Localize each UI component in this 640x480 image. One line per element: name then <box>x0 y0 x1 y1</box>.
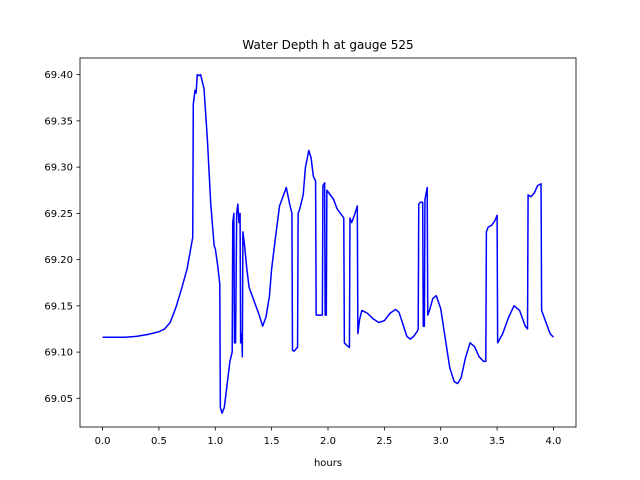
y-tick-label: 69.35 <box>44 116 73 127</box>
y-tick-label: 69.05 <box>44 394 73 405</box>
x-tick-label: 2.5 <box>376 436 392 447</box>
x-tick-label: 3.0 <box>433 436 449 447</box>
chart-title: Water Depth h at gauge 525 <box>242 38 413 52</box>
y-axis-ticks: 69.05 69.10 69.15 69.20 69.25 69.30 69.35 69.40 <box>44 70 80 405</box>
y-tick-label: 69.40 <box>44 70 73 81</box>
plot-area <box>80 58 576 427</box>
y-tick-label: 69.30 <box>44 163 73 174</box>
y-tick-label: 69.10 <box>44 348 73 359</box>
x-tick-label: 1.5 <box>264 436 280 447</box>
x-axis-ticks: 0.0 0.5 1.0 1.5 2.0 2.5 3.0 3.5 4.0 <box>95 427 562 447</box>
series-layer <box>102 73 555 414</box>
x-tick-label: 4.0 <box>546 436 562 447</box>
x-tick-label: 1.0 <box>207 436 223 447</box>
plot-frame <box>79 57 577 428</box>
y-tick-label: 69.15 <box>44 301 73 312</box>
x-tick-label: 2.0 <box>320 436 336 447</box>
x-tick-label: 3.5 <box>489 436 505 447</box>
x-tick-label: 0.5 <box>151 436 167 447</box>
series-line <box>102 73 555 414</box>
y-tick-label: 69.20 <box>44 255 73 266</box>
x-tick-label: 0.0 <box>95 436 111 447</box>
x-axis-title: hours <box>314 458 342 469</box>
y-tick-label: 69.25 <box>44 209 73 220</box>
